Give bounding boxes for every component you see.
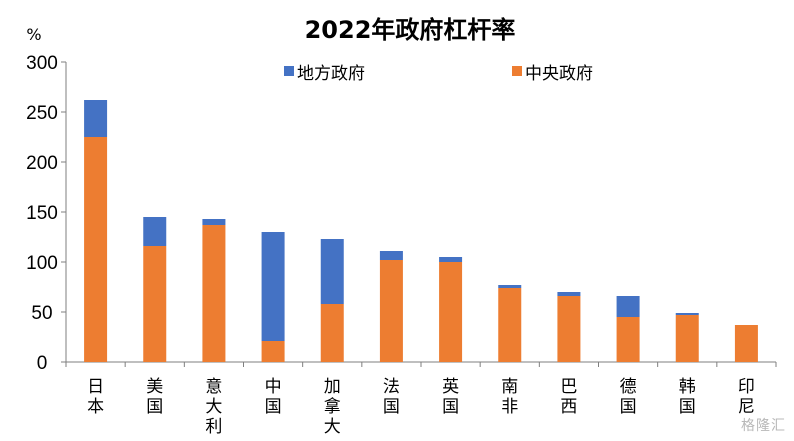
y-tick-label: 0 [37, 353, 48, 374]
bar-segment [616, 296, 640, 317]
axes: 0 50 100 150 200 250 300 [26, 53, 777, 374]
bar-segment [379, 251, 403, 260]
bar-segment [143, 246, 167, 362]
bar-segment [84, 100, 108, 137]
y-tick-label: 100 [26, 253, 58, 274]
y-tick-label: 150 [26, 203, 58, 224]
x-tick-label: 韩国 [679, 377, 696, 417]
bar-segment [84, 137, 108, 362]
bar-segment [202, 219, 226, 225]
bar-segment [734, 325, 758, 362]
bar-segment [675, 313, 699, 315]
x-tick-label: 加拿大 [324, 377, 341, 437]
x-tick-label: 意大利 [205, 377, 222, 437]
bar-segment [616, 317, 640, 362]
bar-segment [498, 285, 522, 288]
bar-segment [261, 341, 285, 362]
bar-segment [439, 257, 463, 262]
legend-swatch [512, 66, 522, 76]
bar-segment [557, 296, 581, 362]
y-tick-label: 50 [31, 303, 52, 324]
bar-segment [557, 292, 581, 296]
x-tick-label: 南非 [501, 377, 518, 417]
y-axis-unit-label: % [26, 25, 41, 44]
legend-swatch [284, 66, 294, 76]
y-tick-label: 200 [26, 153, 58, 174]
bar-segment [498, 288, 522, 362]
x-tick-labels: 日本 美国 意大利 中国 加拿大 法国 英国 南非 巴西 德国 韩国 印尼 [87, 377, 755, 437]
bars [84, 100, 758, 362]
x-tick-label: 法国 [383, 377, 400, 417]
bar-segment [379, 260, 403, 362]
x-tick-label: 中国 [265, 377, 282, 417]
x-tick-label: 印尼 [738, 377, 755, 417]
x-tick-label: 德国 [620, 377, 637, 417]
x-tick-label: 日本 [87, 377, 104, 417]
bar-segment [439, 262, 463, 362]
y-tick-label: 250 [26, 103, 58, 124]
legend: 地方政府 中央政府 [284, 64, 593, 84]
x-tick-label: 美国 [146, 377, 163, 417]
legend-label: 地方政府 [297, 64, 365, 84]
bar-segment [261, 232, 285, 341]
y-tick-label: 300 [26, 53, 58, 74]
bar-segment [320, 239, 344, 304]
x-tick-label: 巴西 [560, 377, 577, 417]
bar-segment [320, 304, 344, 362]
x-tick-label: 英国 [442, 377, 459, 417]
bar-segment [675, 315, 699, 362]
legend-label: 中央政府 [525, 64, 593, 84]
bar-segment [202, 225, 226, 362]
watermark-logo: 格隆汇 [741, 418, 786, 434]
bar-segment [143, 217, 167, 246]
chart-title: 2022年政府杠杆率 [305, 16, 516, 44]
